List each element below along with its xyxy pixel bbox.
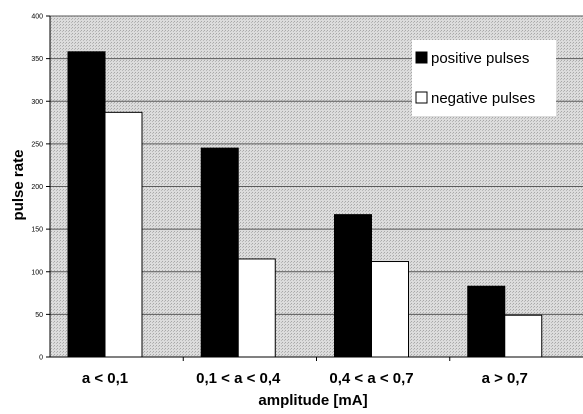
y-tick-label-350: 350 [31, 56, 43, 63]
y-tick-label-300: 300 [31, 99, 43, 106]
x-axis-title: amplitude [mA] [258, 392, 367, 409]
legend-label-1: negative pulses [431, 90, 535, 107]
legend-box [412, 40, 556, 116]
bar-negative-3 [504, 314, 543, 358]
y-axis-title: pulse rate [10, 150, 27, 221]
legend-swatch-1 [415, 91, 428, 104]
x-tick-label-3: a > 0,7 [482, 370, 528, 387]
y-tick-label-50: 50 [35, 312, 43, 319]
y-tick-label-250: 250 [31, 141, 43, 148]
y-tick-label-200: 200 [31, 184, 43, 191]
legend-label-0: positive pulses [431, 50, 529, 67]
y-tick-label-400: 400 [31, 14, 43, 21]
bar-positive-3 [467, 285, 506, 358]
x-tick-label-1: 0,1 < a < 0,4 [196, 370, 281, 387]
bar-negative-0 [104, 111, 143, 358]
bar-positive-2 [334, 214, 372, 358]
legend: positive pulses negative pulses [412, 40, 556, 116]
bar-negative-2 [371, 261, 409, 358]
y-tick-label-150: 150 [31, 227, 43, 234]
x-tick-label-2: 0,4 < a < 0,7 [329, 370, 413, 387]
bar-positive-1 [200, 147, 239, 358]
x-tick-label-0: a < 0,1 [82, 370, 128, 387]
bar-negative-1 [237, 258, 276, 358]
legend-swatch-0 [415, 51, 428, 64]
y-tick-label-0: 0 [39, 355, 43, 362]
y-tick-label-100: 100 [31, 269, 43, 276]
bar-positive-0 [67, 51, 106, 358]
